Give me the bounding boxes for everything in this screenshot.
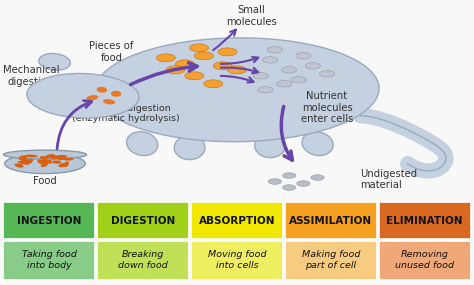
Circle shape — [277, 81, 292, 87]
Text: INGESTION: INGESTION — [17, 215, 82, 225]
Ellipse shape — [54, 155, 67, 158]
Bar — [379, 202, 471, 239]
Ellipse shape — [51, 156, 57, 160]
Text: Undigested
material: Undigested material — [360, 169, 418, 190]
Ellipse shape — [15, 163, 24, 168]
Ellipse shape — [26, 159, 33, 163]
Ellipse shape — [255, 134, 285, 158]
Bar — [97, 241, 189, 280]
Ellipse shape — [42, 160, 52, 162]
Text: ABSORPTION: ABSORPTION — [199, 215, 275, 225]
Text: Food: Food — [33, 176, 57, 186]
Ellipse shape — [40, 156, 48, 160]
Ellipse shape — [27, 74, 139, 118]
Ellipse shape — [18, 161, 27, 164]
Circle shape — [282, 67, 297, 73]
Ellipse shape — [59, 156, 67, 160]
Text: Breaking
down food: Breaking down food — [118, 250, 168, 270]
Text: Pieces of
food: Pieces of food — [89, 41, 134, 63]
Circle shape — [258, 87, 273, 93]
Ellipse shape — [39, 54, 70, 70]
Ellipse shape — [18, 155, 27, 161]
Text: DIGESTION: DIGESTION — [111, 215, 175, 225]
Circle shape — [296, 53, 311, 59]
Ellipse shape — [127, 132, 158, 156]
Circle shape — [194, 52, 213, 60]
Bar — [3, 241, 95, 280]
Circle shape — [218, 48, 237, 56]
Circle shape — [311, 175, 324, 180]
Ellipse shape — [4, 150, 86, 159]
Circle shape — [305, 63, 320, 69]
Bar — [3, 202, 95, 239]
Ellipse shape — [174, 136, 205, 160]
Ellipse shape — [64, 161, 69, 167]
Ellipse shape — [21, 159, 31, 163]
Ellipse shape — [97, 87, 107, 93]
Ellipse shape — [25, 154, 38, 157]
Ellipse shape — [53, 156, 61, 159]
Ellipse shape — [37, 160, 45, 164]
Text: ELIMINATION: ELIMINATION — [386, 215, 463, 225]
Circle shape — [190, 44, 209, 52]
Text: Nutrient
molecules
enter cells: Nutrient molecules enter cells — [301, 91, 353, 124]
Bar — [97, 202, 189, 239]
Circle shape — [204, 80, 223, 88]
Circle shape — [267, 47, 283, 53]
Ellipse shape — [95, 38, 379, 142]
Circle shape — [156, 54, 175, 62]
Bar — [191, 241, 283, 280]
Circle shape — [166, 66, 185, 74]
Ellipse shape — [64, 158, 74, 160]
Circle shape — [283, 173, 296, 178]
Ellipse shape — [40, 159, 52, 164]
Circle shape — [213, 62, 232, 70]
Ellipse shape — [302, 132, 333, 156]
Circle shape — [319, 71, 335, 77]
Ellipse shape — [103, 99, 115, 105]
Text: Chemical digestion
(enzymatic hydrolysis): Chemical digestion (enzymatic hydrolysis… — [72, 104, 180, 123]
Circle shape — [253, 73, 268, 79]
Circle shape — [228, 66, 246, 74]
Circle shape — [175, 60, 194, 68]
Bar — [285, 241, 377, 280]
Ellipse shape — [39, 161, 46, 165]
Ellipse shape — [52, 160, 61, 164]
Ellipse shape — [111, 91, 121, 97]
Ellipse shape — [58, 163, 67, 167]
Ellipse shape — [95, 72, 180, 104]
Ellipse shape — [24, 159, 32, 165]
Ellipse shape — [5, 154, 85, 174]
Ellipse shape — [86, 95, 99, 101]
Circle shape — [291, 77, 306, 83]
Text: Moving food
into cells: Moving food into cells — [208, 250, 266, 270]
Circle shape — [283, 185, 296, 190]
Circle shape — [185, 72, 204, 80]
Text: Mechanical
digestion: Mechanical digestion — [2, 65, 59, 87]
Bar — [191, 202, 283, 239]
Text: Making food
part of cell: Making food part of cell — [301, 250, 360, 270]
Text: ASSIMILATION: ASSIMILATION — [289, 215, 373, 225]
Text: Removing
unused food: Removing unused food — [395, 250, 454, 270]
Bar — [285, 202, 377, 239]
Text: Taking food
into body: Taking food into body — [22, 250, 77, 270]
Bar — [379, 241, 471, 280]
Circle shape — [263, 57, 278, 63]
Circle shape — [297, 181, 310, 186]
Text: Small
molecules: Small molecules — [226, 5, 277, 27]
Ellipse shape — [41, 163, 48, 167]
Circle shape — [268, 179, 282, 184]
Ellipse shape — [45, 154, 55, 158]
